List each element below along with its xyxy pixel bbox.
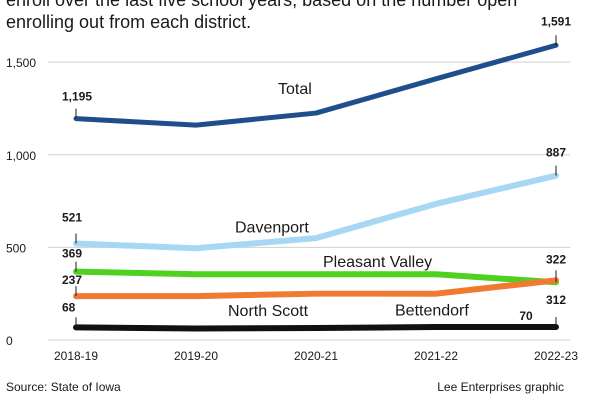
series-line: [73, 268, 559, 286]
series-name-label: North Scott: [228, 303, 309, 320]
series-line: [73, 277, 559, 300]
x-tick-label: 2019-20: [174, 349, 218, 363]
series-name-label: Bettendorf: [395, 303, 469, 320]
start-value-label: 1,195: [62, 90, 92, 104]
end-value-label: 322: [546, 252, 566, 266]
end-value-label: 887: [546, 146, 566, 160]
x-tick-label: 2022-23: [534, 349, 578, 363]
start-value-label: 521: [62, 210, 82, 224]
series-line: [73, 324, 559, 332]
x-tick-label: 2018-19: [54, 349, 98, 363]
end-value-label: 1,591: [541, 14, 571, 28]
start-value-label: 369: [62, 247, 82, 261]
intro-line-2: enrolling out from each district.: [6, 12, 252, 32]
intro-line-1: enroll over the last five school years, …: [6, 0, 518, 10]
x-tick-label: 2021-22: [414, 349, 458, 363]
start-value-label: 68: [62, 300, 76, 314]
end-value-label: 70: [519, 309, 533, 323]
series-line: [73, 42, 559, 128]
intro-text: enroll over the last five school years, …: [6, 0, 586, 33]
credit-note: Lee Enterprises graphic: [437, 380, 564, 394]
y-tick-label: 1,500: [6, 56, 36, 70]
y-tick-label: 1,000: [6, 149, 36, 163]
source-note: Source: State of Iowa: [6, 380, 121, 394]
series-line: [73, 172, 559, 252]
series-name-label: Total: [278, 81, 312, 98]
x-tick-label: 2020-21: [294, 349, 338, 363]
y-tick-label: 0: [6, 334, 13, 348]
series-name-label: Pleasant Valley: [323, 254, 432, 271]
series-name-label: Davenport: [235, 220, 309, 237]
end-value-label: 312: [546, 293, 566, 307]
y-tick-label: 500: [6, 241, 26, 255]
start-value-label: 237: [62, 273, 82, 287]
